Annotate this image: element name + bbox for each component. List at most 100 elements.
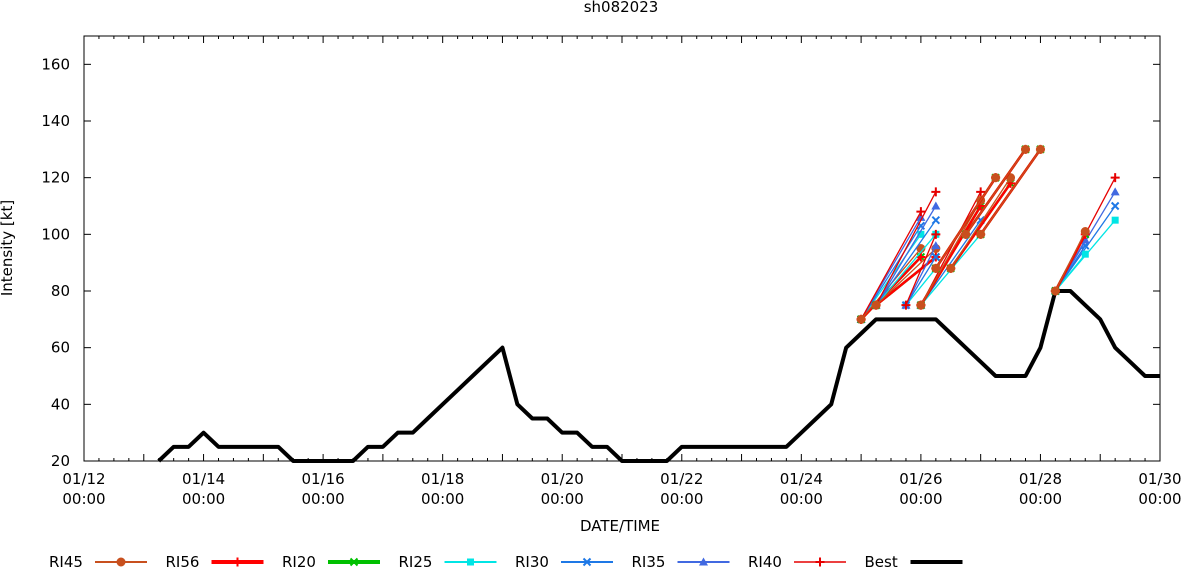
- legend-marker-ri30: [582, 557, 592, 567]
- forecast-line-ri45: [935, 177, 997, 269]
- forecast-marker-ri45: [931, 263, 941, 273]
- forecast-line-ri30: [875, 219, 937, 306]
- legend-marker-ri45: [116, 557, 126, 567]
- forecast-marker-ri45: [946, 263, 956, 273]
- legend-label: RI45: [49, 553, 83, 567]
- x-tick-label-time: 00:00: [182, 490, 225, 508]
- forecast-marker-ri35: [931, 241, 941, 250]
- x-tick-label-time: 00:00: [1019, 490, 1062, 508]
- forecast-line-ri25: [1054, 253, 1086, 292]
- forecast-marker-ri35: [916, 212, 926, 221]
- forecast-marker-ri45: [1050, 286, 1060, 296]
- forecast-marker-ri40: [916, 207, 926, 217]
- legend-label: RI35: [632, 553, 666, 567]
- legend-marker-ri20: [349, 557, 359, 567]
- forecast-marker-ri45: [1035, 144, 1045, 154]
- best-track-line: [157, 289, 1160, 463]
- x-tick-label-date: 01/20: [541, 470, 584, 488]
- forecast-line-ri35: [905, 245, 937, 306]
- forecast-line-ri45: [950, 177, 1012, 269]
- x-tick-label-date: 01/30: [1138, 470, 1181, 488]
- legend-label: RI20: [282, 553, 316, 567]
- x-tick-label-date: 01/18: [421, 470, 464, 488]
- x-tick-label-date: 01/22: [660, 470, 703, 488]
- forecast-marker-ri56: [916, 252, 926, 262]
- y-tick-label: 140: [41, 112, 70, 130]
- forecast-line-ri45: [1054, 231, 1086, 292]
- x-tick-label-date: 01/24: [780, 470, 823, 488]
- forecast-marker-ri30: [1110, 201, 1120, 211]
- forecast-marker-ri40: [976, 187, 986, 197]
- chart-title: sh082023: [584, 0, 659, 16]
- legend-label: RI25: [399, 553, 433, 567]
- legend-marker-ri25: [467, 558, 474, 566]
- forecast-marker-ri45: [961, 229, 971, 239]
- y-tick-label: 120: [41, 169, 70, 187]
- y-tick-label: 100: [41, 225, 70, 243]
- forecast-marker-ri40: [1110, 173, 1120, 183]
- legend-label: RI56: [166, 553, 200, 567]
- forecast-marker-ri40: [901, 300, 911, 310]
- forecast-marker-ri45: [916, 300, 926, 310]
- x-tick-label-date: 01/12: [62, 470, 105, 488]
- x-tick-label-date: 01/26: [899, 470, 942, 488]
- legend-marker-ri35: [699, 557, 708, 566]
- forecast-line-ri45: [920, 200, 982, 306]
- forecast-line-ri25: [905, 267, 937, 306]
- forecast-marker-ri25: [1081, 250, 1089, 258]
- forecast-marker-ri35: [931, 201, 941, 210]
- forecast-marker-ri40: [931, 187, 941, 197]
- forecast-marker-ri35: [1110, 187, 1120, 196]
- x-tick-label-date: 01/14: [182, 470, 225, 488]
- forecast-marker-ri45: [991, 173, 1001, 183]
- forecast-layer: [856, 144, 1120, 324]
- x-tick-label-date: 01/16: [301, 470, 344, 488]
- x-tick-label-time: 00:00: [62, 490, 105, 508]
- y-tick-label: 40: [51, 395, 70, 413]
- axis-ticks: 20 40 60 80 100 120 140 160 01/12 00:00 01/14 00:00…: [41, 36, 1182, 508]
- y-tick-label: 60: [51, 339, 70, 357]
- forecast-line-ri30: [905, 256, 937, 306]
- forecast-marker-ri25: [1111, 216, 1119, 224]
- y-tick-label: 160: [41, 55, 70, 73]
- forecast-line-ri35: [875, 205, 937, 306]
- forecast-marker-ri45: [856, 314, 866, 324]
- legend-marker-ri56: [233, 557, 242, 567]
- best-track-layer: [157, 289, 1160, 463]
- legend: RI45 RI56 RI20 RI25 RI30 RI35 RI40 Best: [49, 553, 963, 567]
- forecast-line-ri40: [905, 234, 937, 306]
- forecast-marker-ri45: [871, 300, 881, 310]
- x-tick-label-time: 00:00: [660, 490, 703, 508]
- forecast-marker-ri35: [1080, 235, 1090, 244]
- x-tick-label-time: 00:00: [301, 490, 344, 508]
- forecast-marker-ri45: [976, 229, 986, 239]
- forecast-line-ri45: [965, 148, 1027, 235]
- x-tick-label-time: 00:00: [1138, 490, 1181, 508]
- forecast-marker-ri25: [917, 230, 925, 238]
- forecast-marker-ri30: [931, 252, 941, 262]
- forecast-line-ri40: [860, 211, 922, 320]
- forecast-marker-ri40: [931, 229, 941, 239]
- x-tick-label-date: 01/28: [1019, 470, 1062, 488]
- y-axis-label: Intensity [kt]: [0, 200, 16, 296]
- forecast-line-ri25: [875, 233, 937, 306]
- legend-label: RI40: [748, 553, 782, 567]
- forecast-line-ri40: [875, 191, 937, 306]
- x-tick-label-time: 00:00: [421, 490, 464, 508]
- forecast-marker-ri30: [931, 215, 941, 225]
- y-tick-label: 80: [51, 282, 70, 300]
- x-tick-label-time: 00:00: [899, 490, 942, 508]
- legend-label: RI30: [515, 553, 549, 567]
- legend-marker-ri40: [815, 557, 825, 567]
- forecast-marker-ri45: [1080, 227, 1090, 236]
- y-tick-label: 20: [51, 452, 70, 470]
- forecast-line-ri45: [980, 148, 1041, 235]
- x-tick-label-time: 00:00: [780, 490, 823, 508]
- legend-label: Best: [865, 553, 898, 567]
- x-axis-label: DATE/TIME: [580, 517, 660, 535]
- plot-frame: [83, 35, 1161, 462]
- forecast-line-ri30: [860, 225, 922, 320]
- forecast-marker-ri45: [1021, 144, 1030, 154]
- x-tick-label-time: 00:00: [541, 490, 584, 508]
